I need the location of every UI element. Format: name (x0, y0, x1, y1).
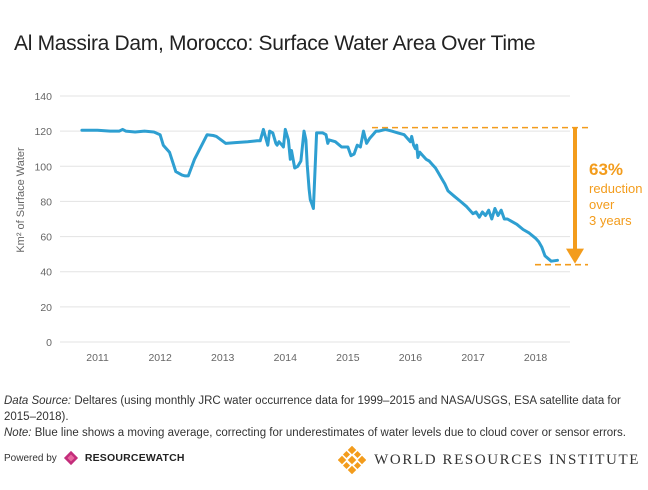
wri-name: WORLD RESOURCES INSTITUTE (374, 451, 640, 468)
chart-title: Al Massira Dam, Morocco: Surface Water A… (14, 32, 536, 55)
y-tick-label: 20 (40, 302, 52, 314)
x-axis-ticks: 2011 2012 2013 2014 2015 2016 2017 2018 (86, 352, 547, 364)
note-label: Note: (4, 427, 32, 439)
wri-logo-icon (338, 446, 367, 474)
annotation-arrow-head (566, 248, 584, 264)
y-tick-label: 0 (46, 337, 52, 349)
series-group (80, 127, 559, 263)
x-tick-label: 2015 (336, 352, 360, 364)
wri-logo: WORLD RESOURCES INSTITUTE (338, 446, 640, 474)
annotation-line-2: over (589, 197, 615, 212)
y-tick-label: 140 (34, 91, 52, 103)
x-tick-label: 2016 (399, 352, 423, 364)
x-tick-label: 2018 (524, 352, 548, 364)
data-source-label: Data Source: (4, 395, 72, 407)
series-line (80, 127, 559, 263)
x-tick-label: 2011 (86, 352, 109, 364)
data-source-line: Data Source: Deltares (using monthly JRC… (4, 393, 644, 425)
x-tick-label: 2013 (211, 352, 235, 364)
y-tick-label: 40 (40, 267, 52, 279)
powered-by: Powered by RESOURCEWATCH (4, 450, 185, 466)
y-tick-label: 120 (34, 126, 52, 138)
x-tick-label: 2012 (148, 352, 172, 364)
annotation-percent: 63% (589, 160, 623, 179)
resourcewatch-name: RESOURCEWATCH (84, 452, 185, 464)
annotation-line-1: reduction (589, 181, 642, 196)
powered-by-label: Powered by (4, 452, 57, 464)
note-line: Note: Blue line shows a moving average, … (4, 425, 644, 441)
y-axis-ticks: 0 20 40 60 80 100 120 140 (34, 91, 52, 349)
note-text: Blue line shows a moving average, correc… (31, 427, 626, 439)
reduction-annotation: 63% reduction over 3 years (372, 126, 642, 266)
x-tick-label: 2014 (274, 352, 298, 364)
y-axis-title: Km² of Surface Water (15, 147, 27, 253)
y-tick-label: 100 (34, 161, 52, 173)
notes-block: Data Source: Deltares (using monthly JRC… (4, 393, 644, 441)
resourcewatch-logo-icon (63, 450, 78, 466)
y-tick-label: 80 (40, 196, 52, 208)
y-tick-label: 60 (40, 232, 52, 244)
data-source-text: Deltares (using monthly JRC water occurr… (4, 395, 621, 423)
annotation-line-3: 3 years (589, 213, 632, 228)
x-tick-label: 2017 (461, 352, 485, 364)
